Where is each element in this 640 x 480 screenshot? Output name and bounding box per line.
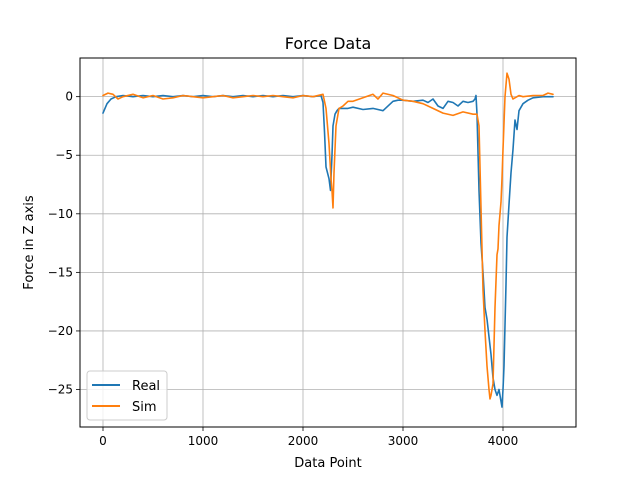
y-tick-label: −5 xyxy=(55,148,73,162)
x-tick-label: 4000 xyxy=(488,434,519,448)
legend-label-sim: Sim xyxy=(132,400,157,415)
x-axis-label: Data Point xyxy=(294,456,361,471)
y-tick-label: −10 xyxy=(48,207,73,221)
grid xyxy=(80,58,576,427)
x-tick-label: 2000 xyxy=(288,434,319,448)
x-tick-label: 1000 xyxy=(188,434,219,448)
series-layer xyxy=(102,72,554,408)
x-tick-label: 0 xyxy=(99,434,107,448)
legend-box xyxy=(86,370,168,421)
y-tick-label: −20 xyxy=(48,324,73,338)
y-tick-label: 0 xyxy=(65,90,73,104)
y-axis: 0 −5 −10 −15 −20 −25 xyxy=(48,90,80,397)
plot-frame xyxy=(79,57,577,428)
y-tick-label: −25 xyxy=(48,383,73,397)
x-axis: 0 1000 2000 3000 4000 xyxy=(99,427,518,448)
y-axis-label: Force in Z axis xyxy=(22,195,37,290)
series-line-sim xyxy=(102,72,554,400)
y-tick-label: −15 xyxy=(48,265,73,279)
legend: Real Sim xyxy=(86,370,168,421)
x-tick-label: 3000 xyxy=(388,434,419,448)
legend-label-real: Real xyxy=(132,379,160,394)
chart-title: Force Data xyxy=(285,34,372,53)
